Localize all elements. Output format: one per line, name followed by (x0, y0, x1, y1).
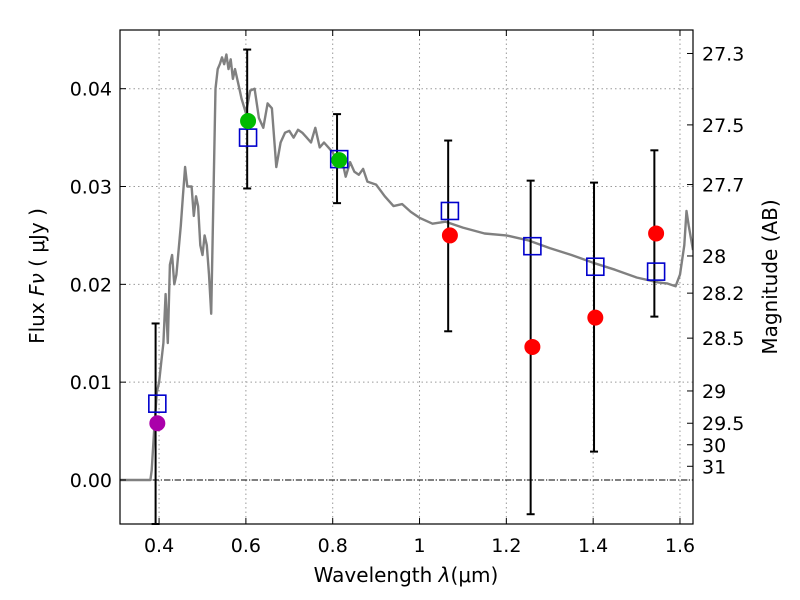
observed-flux-point (331, 152, 348, 169)
x-tick-label: 0.6 (231, 535, 261, 557)
y2-tick-label: 27.3 (702, 43, 744, 65)
y-tick-label: 0.03 (70, 177, 112, 199)
model-flux-square (523, 236, 542, 256)
x-tick-label: 0.8 (318, 535, 348, 557)
x-tick-label: 1.4 (578, 535, 608, 557)
y-tick-label: 0.01 (70, 372, 112, 394)
observed-flux-point (149, 415, 166, 432)
model-flux-square (148, 394, 167, 413)
y-tick-label: 0.02 (70, 274, 112, 296)
model-flux-square (586, 257, 605, 277)
y2-tick-label: 27.7 (702, 175, 744, 197)
observed-flux-point (648, 225, 665, 242)
y-axis-ticks: 0.00 0.01 0.02 0.03 0.04 (70, 79, 126, 492)
y2-tick-label: 29.5 (702, 413, 744, 435)
grid (120, 30, 693, 524)
y2-axis-title: Magnitude (AB) (758, 199, 782, 354)
observed-flux-point (240, 112, 257, 129)
y-tick-label: 0.00 (70, 470, 112, 492)
y2-tick-label: 31 (702, 456, 726, 478)
y-axis-title: Flux Fν ( μJy ) (25, 208, 49, 344)
x-tick-label: 0.4 (144, 535, 174, 557)
y2-tick-label: 29 (702, 381, 726, 403)
observed-flux-point (441, 227, 458, 244)
y2-tick-label: 30 (702, 435, 726, 457)
observed-flux-point (587, 309, 604, 326)
x-tick-label: 1 (413, 535, 425, 557)
template-spectrum-line (120, 53, 693, 482)
y2-tick-label: 28 (702, 246, 726, 268)
y2-tick-label: 28.5 (702, 328, 744, 350)
y2-tick-label: 28.2 (702, 283, 744, 305)
data-markers (148, 112, 666, 432)
y-tick-label: 0.04 (70, 79, 112, 101)
model-flux-square (440, 201, 460, 221)
y2-tick-label: 27.5 (702, 115, 744, 137)
x-axis-ticks: 0.4 0.6 0.8 1 1.2 1.4 1.6 (144, 30, 695, 557)
model-flux-square (238, 128, 258, 147)
x-axis-title: Wavelength λ(μm) (314, 563, 499, 587)
observed-flux-point (524, 338, 541, 355)
plot-frame (119, 29, 694, 525)
model-flux-square (646, 262, 666, 281)
x-tick-label: 1.6 (665, 535, 695, 557)
x-tick-label: 1.2 (491, 535, 521, 557)
